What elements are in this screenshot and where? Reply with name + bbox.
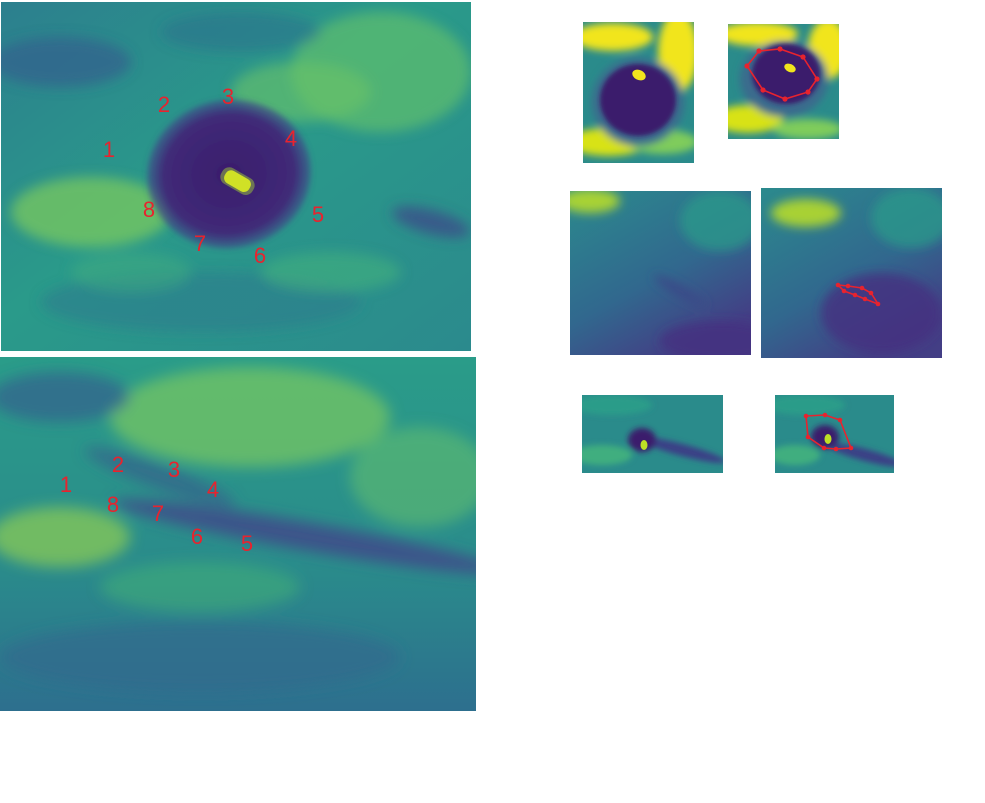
thumbnail-eye-3-annotated [775,395,894,473]
thumbnail-eye-2-annotated [761,188,942,358]
landmark-polygon-1 [744,46,820,102]
thumbnail-eye-2-raw [570,191,751,355]
eye-heatmap-bottom [0,357,476,711]
eye-heatmap-top [1,2,471,351]
landmark-polygon-2 [835,282,881,307]
large-eye-image-bottom: 1 2 3 4 5 6 7 8 [0,357,476,711]
landmark-polygon-3 [803,412,854,452]
pupil-reflection-top [220,167,255,196]
thumbnail-eye-3-raw [582,395,723,473]
large-eye-image-top: 1 2 3 4 5 6 7 8 [1,2,471,351]
thumbnail-eye-1-raw [583,22,694,163]
thumbnail-eye-1-annotated [728,24,839,139]
